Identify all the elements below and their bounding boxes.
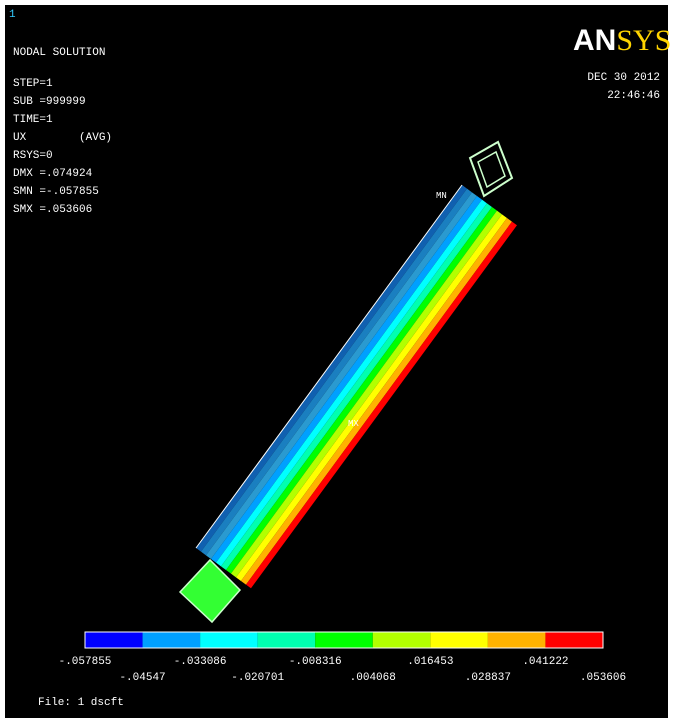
- date: DEC 30 2012: [587, 72, 660, 84]
- legend-swatch: [430, 632, 488, 648]
- plot-title: NODAL SOLUTION: [13, 47, 105, 59]
- legend-swatch: [258, 632, 316, 648]
- legend-swatch: [200, 632, 258, 648]
- window-number: 1: [9, 9, 16, 21]
- time: 22:46:46: [607, 90, 660, 102]
- legend-label: .016453: [407, 656, 453, 668]
- legend-swatch: [85, 632, 143, 648]
- header-line: SUB =999999: [13, 96, 86, 108]
- header-line: UX (AVG): [13, 132, 112, 144]
- legend-label: -.04547: [119, 672, 165, 684]
- legend-label: .028837: [465, 672, 511, 684]
- file-name: File: 1 dscft: [38, 697, 124, 709]
- header-line: TIME=1: [13, 114, 53, 126]
- legend-label: .004068: [350, 672, 396, 684]
- legend-swatch: [315, 632, 373, 648]
- logo-sys: SYS: [616, 24, 671, 57]
- legend-label: -.057855: [59, 656, 112, 668]
- legend-label: .041222: [522, 656, 568, 668]
- header-line: DMX =.074924: [13, 168, 93, 180]
- legend-label: .053606: [580, 672, 626, 684]
- screen: 1 NODAL SOLUTION STEP=1 SUB =999999 TIME=1…: [0, 0, 675, 728]
- legend-swatch: [143, 632, 201, 648]
- legend-swatch: [488, 632, 546, 648]
- legend-label: -.033086: [174, 656, 227, 668]
- header-line: STEP=1: [13, 78, 53, 90]
- legend-swatch: [373, 632, 431, 648]
- legend-swatch: [545, 632, 603, 648]
- header-line: RSYS=0: [13, 150, 53, 162]
- min-label: MN: [436, 191, 447, 201]
- max-label: MX: [348, 419, 359, 429]
- logo-an: AN: [573, 24, 616, 57]
- legend-label: -.008316: [289, 656, 342, 668]
- logo: ANSYS: [573, 24, 671, 57]
- header-line: SMN =-.057855: [13, 186, 99, 198]
- legend-label: -.020701: [231, 672, 284, 684]
- header-line: SMX =.053606: [13, 204, 92, 216]
